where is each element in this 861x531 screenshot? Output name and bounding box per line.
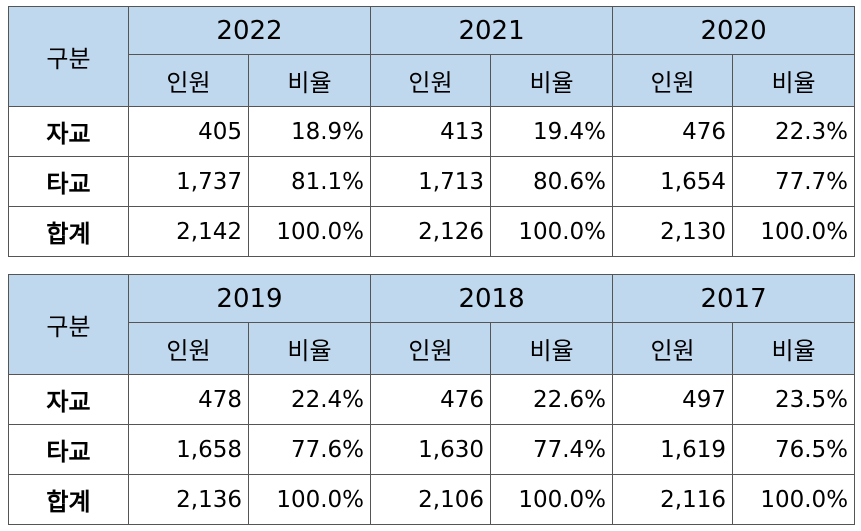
ratio-cell: 22.6% [490,374,614,425]
ratio-cell: 76.5% [732,424,856,475]
year-header: 2022 [127,6,372,55]
table-row: 타교 1,737 81.1% 1,713 80.6% 1,654 77.7% [8,156,856,207]
header-row-years: 구분 2019 2018 2017 [8,274,856,375]
year-header: 2018 [370,274,614,323]
ratio-cell: 80.6% [490,156,614,207]
row-label: 타교 [8,156,129,207]
year-header: 2019 [127,274,372,323]
persons-header: 인원 [370,54,492,107]
ratio-header: 비율 [732,54,856,107]
ratio-cell: 100.0% [490,474,614,525]
ratio-cell: 23.5% [732,374,856,425]
ratio-header: 비율 [732,322,856,375]
year-header: 2020 [612,6,856,55]
stats-table-2022-2020: 구분 2022 2021 2020 인원 비율 인원 비율 인원 비율 자교 4… [8,6,856,257]
ratio-cell: 77.7% [732,156,856,207]
gubun-header: 구분 [8,274,129,375]
gubun-header: 구분 [8,6,129,107]
ratio-header: 비율 [490,322,614,375]
persons-header: 인원 [128,322,249,375]
table-row: 합계 2,142 100.0% 2,126 100.0% 2,130 100.0… [8,206,856,257]
persons-cell: 1,737 [128,156,249,207]
table-row: 자교 405 18.9% 413 19.4% 476 22.3% [8,106,856,157]
persons-cell: 1,630 [370,424,492,475]
row-label: 합계 [8,206,129,257]
table-row: 자교 478 22.4% 476 22.6% 497 23.5% [8,374,856,425]
persons-cell: 2,136 [128,474,249,525]
row-label: 타교 [8,424,129,475]
persons-header: 인원 [128,54,249,107]
persons-cell: 478 [128,374,249,425]
ratio-header: 비율 [247,54,372,107]
ratio-header: 비율 [490,54,614,107]
persons-cell: 476 [370,374,492,425]
persons-cell: 2,106 [370,474,492,525]
ratio-cell: 22.3% [732,106,856,157]
header-row-sub: 인원 비율 인원 비율 인원 비율 [9,54,856,107]
persons-cell: 2,126 [370,206,492,257]
ratio-cell: 100.0% [247,474,372,525]
ratio-cell: 77.4% [490,424,614,475]
ratio-cell: 18.9% [247,106,372,157]
persons-cell: 1,713 [370,156,492,207]
ratio-cell: 77.6% [247,424,372,475]
ratio-cell: 22.4% [247,374,372,425]
row-label: 자교 [8,106,129,157]
ratio-cell: 100.0% [490,206,614,257]
year-header: 2021 [370,6,614,55]
persons-cell: 1,619 [612,424,734,475]
table-row: 합계 2,136 100.0% 2,106 100.0% 2,116 100.0… [8,474,856,525]
row-label: 자교 [8,374,129,425]
persons-header: 인원 [612,322,734,375]
persons-cell: 2,116 [612,474,734,525]
ratio-cell: 100.0% [732,474,856,525]
header-row-years: 구분 2022 2021 2020 [8,6,856,107]
persons-cell: 2,142 [128,206,249,257]
ratio-cell: 100.0% [732,206,856,257]
persons-cell: 2,130 [612,206,734,257]
persons-header: 인원 [612,54,734,107]
persons-cell: 405 [128,106,249,157]
header-row-sub: 인원 비율 인원 비율 인원 비율 [9,322,856,375]
persons-cell: 497 [612,374,734,425]
persons-header: 인원 [370,322,492,375]
row-label: 합계 [8,474,129,525]
ratio-header: 비율 [247,322,372,375]
year-header: 2017 [612,274,856,323]
persons-cell: 1,654 [612,156,734,207]
ratio-cell: 19.4% [490,106,614,157]
ratio-cell: 100.0% [247,206,372,257]
persons-cell: 413 [370,106,492,157]
ratio-cell: 81.1% [247,156,372,207]
table-row: 타교 1,658 77.6% 1,630 77.4% 1,619 76.5% [8,424,856,475]
persons-cell: 1,658 [128,424,249,475]
stats-table-2019-2017: 구분 2019 2018 2017 인원 비율 인원 비율 인원 비율 자교 4… [8,274,856,525]
persons-cell: 476 [612,106,734,157]
